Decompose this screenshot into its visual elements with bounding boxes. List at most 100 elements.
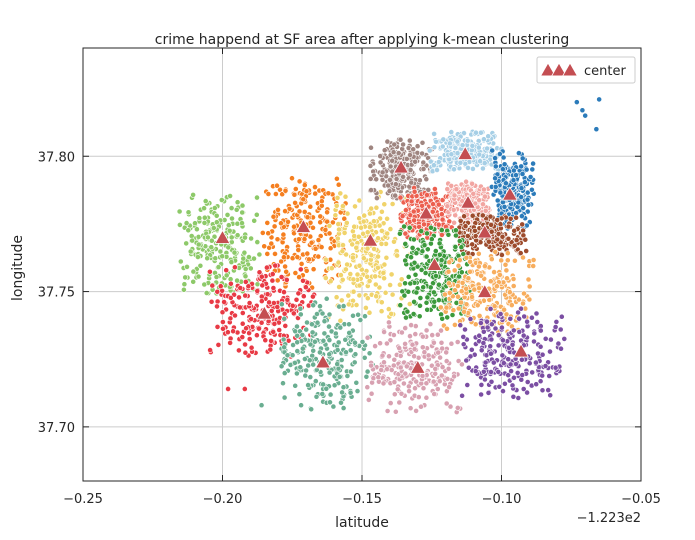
- data-point: [365, 396, 372, 403]
- data-point: [378, 308, 385, 315]
- data-point: [422, 270, 429, 276]
- data-point: [337, 190, 344, 197]
- data-point: [488, 336, 495, 343]
- data-point: [280, 336, 287, 343]
- data-point: [508, 302, 515, 308]
- data-point: [192, 220, 198, 227]
- cluster-14-points: [457, 305, 568, 401]
- data-point: [420, 166, 427, 172]
- data-point: [427, 321, 434, 327]
- data-point: [452, 243, 459, 250]
- center-marker: [457, 145, 474, 160]
- x-tick-label: −0.20: [203, 492, 243, 507]
- data-point: [281, 394, 288, 401]
- data-point: [206, 268, 213, 275]
- data-point: [339, 389, 345, 396]
- data-point: [326, 222, 333, 229]
- data-point: [457, 217, 464, 224]
- data-point: [327, 391, 334, 398]
- data-point: [367, 210, 373, 217]
- data-point: [214, 298, 221, 305]
- data-point: [353, 379, 360, 386]
- data-point: [405, 273, 412, 280]
- data-point: [248, 235, 254, 242]
- data-point: [411, 346, 418, 352]
- data-point: [280, 231, 287, 238]
- data-point: [303, 188, 310, 195]
- data-point: [364, 334, 371, 341]
- data-point: [526, 283, 533, 290]
- data-point: [519, 171, 526, 177]
- data-point: [518, 185, 525, 192]
- data-point: [435, 349, 442, 356]
- data-point: [368, 187, 374, 193]
- data-point: [269, 277, 276, 284]
- data-point: [490, 359, 497, 366]
- data-point: [334, 347, 341, 353]
- data-point: [419, 344, 426, 351]
- data-point: [340, 384, 347, 391]
- data-point: [398, 329, 405, 336]
- data-point: [259, 229, 266, 236]
- data-point: [381, 329, 387, 335]
- data-point: [436, 251, 443, 258]
- data-point: [482, 207, 489, 214]
- data-point: [354, 388, 361, 394]
- data-point: [487, 213, 494, 220]
- data-point: [343, 251, 349, 258]
- data-point: [312, 378, 319, 384]
- data-point: [504, 250, 511, 256]
- data-point: [258, 273, 265, 280]
- data-point: [418, 266, 425, 273]
- data-point: [553, 318, 560, 325]
- data-point: [233, 206, 240, 213]
- data-point: [337, 317, 344, 324]
- data-point: [522, 179, 528, 186]
- data-point: [203, 290, 210, 296]
- data-point: [448, 151, 455, 158]
- data-point: [412, 158, 418, 165]
- data-point: [239, 310, 246, 316]
- data-point: [276, 327, 283, 333]
- data-point: [419, 139, 426, 146]
- center-marker: [362, 232, 379, 247]
- data-point: [281, 344, 288, 351]
- data-point: [520, 205, 527, 211]
- data-point: [396, 230, 403, 237]
- data-point: [462, 223, 469, 230]
- data-point: [430, 162, 437, 169]
- data-point: [254, 194, 260, 201]
- data-point: [177, 258, 184, 265]
- data-point: [367, 175, 374, 182]
- data-point: [308, 321, 315, 328]
- data-point: [223, 267, 230, 274]
- data-point: [356, 292, 363, 299]
- data-point: [296, 208, 303, 215]
- data-point: [511, 374, 517, 381]
- data-point: [301, 182, 308, 188]
- data-point: [294, 332, 301, 339]
- data-point: [368, 390, 375, 397]
- data-point: [434, 331, 441, 338]
- x-offset-label: −1.223e2: [577, 511, 641, 526]
- data-point: [432, 248, 439, 254]
- data-point: [515, 199, 522, 206]
- data-point: [209, 282, 216, 289]
- data-point: [391, 391, 398, 398]
- data-point: [511, 242, 518, 249]
- data-point: [391, 356, 398, 363]
- data-point: [217, 248, 224, 255]
- data-point: [406, 224, 413, 231]
- data-point: [519, 155, 526, 162]
- data-point: [388, 271, 395, 278]
- data-point: [364, 384, 371, 391]
- data-point: [397, 364, 404, 371]
- data-point: [423, 176, 430, 183]
- data-point: [512, 257, 518, 264]
- data-point: [520, 386, 527, 392]
- data-point: [470, 190, 477, 197]
- data-point: [533, 359, 539, 366]
- data-point: [387, 400, 394, 406]
- y-axis-ticks: 37.70 37.75 37.80: [38, 150, 641, 436]
- data-point: [208, 237, 215, 244]
